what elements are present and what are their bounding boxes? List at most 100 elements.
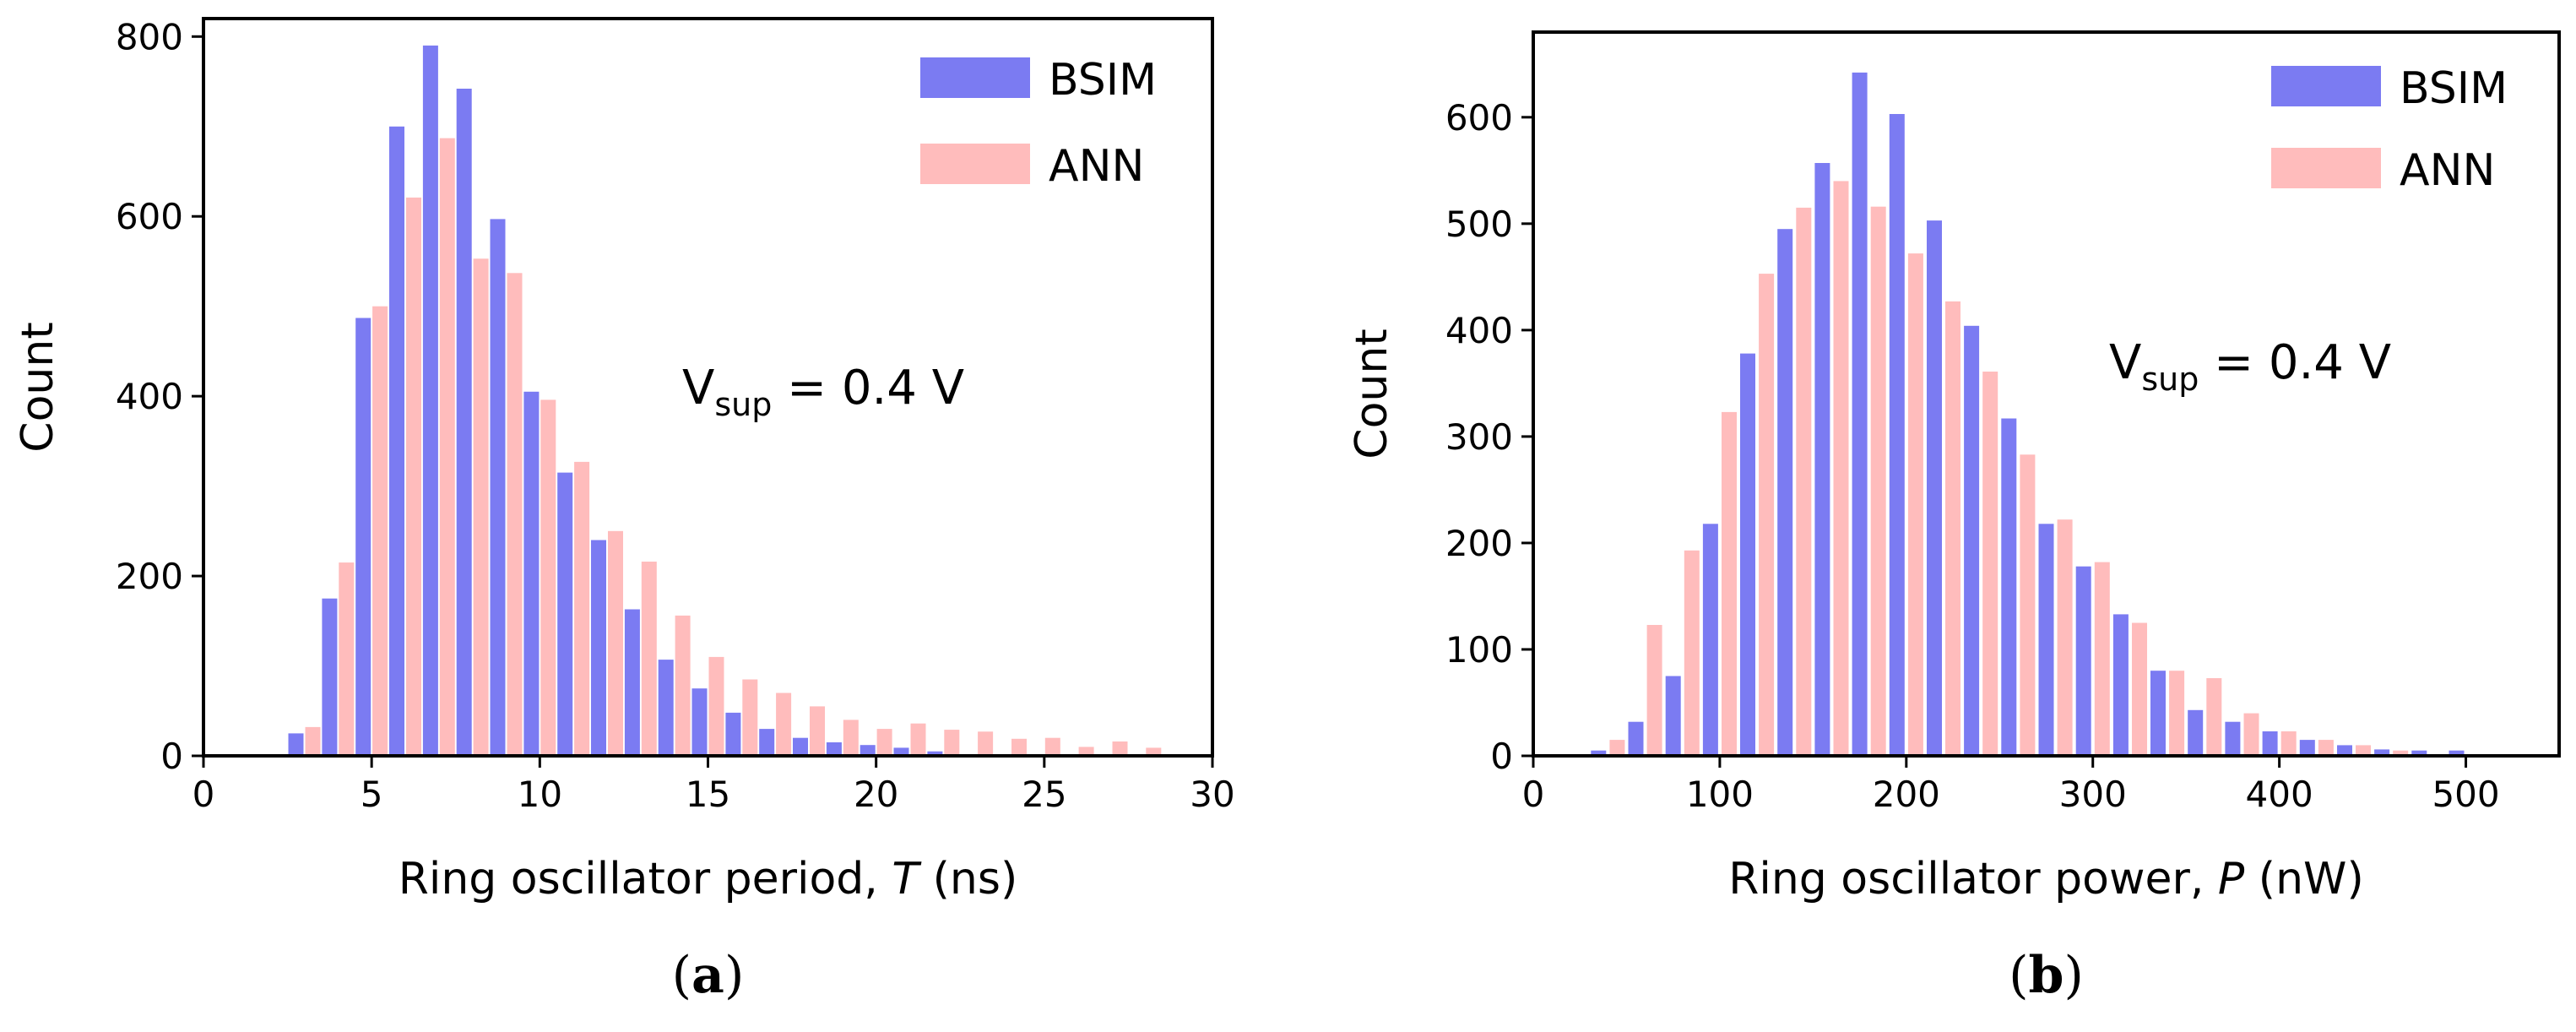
panel-a-bsim-bar xyxy=(523,391,540,756)
panel-b-bsim-bar xyxy=(1591,750,1607,756)
panel-a-ann-bar xyxy=(372,306,388,756)
panel-b-bsim-bar xyxy=(2150,671,2166,756)
panel-b-ann-bar xyxy=(1722,411,1737,756)
panel-a-bsim-bar xyxy=(557,472,573,756)
panel-b-bsim-bar xyxy=(1628,721,1644,756)
panel-a-x-tick-label: 0 xyxy=(193,774,215,815)
panel-a-ann-bar xyxy=(641,562,657,756)
panel-b-ann-bar xyxy=(1982,372,1998,756)
panel-a-ann-bar xyxy=(305,726,321,756)
panel-a-ann-bar xyxy=(439,138,455,757)
panel-a-x-axis-label-var: T xyxy=(892,854,922,904)
panel-b-annotation-sub: sup xyxy=(2141,361,2199,398)
panel-a-bsim-bar xyxy=(490,219,506,756)
panel-b-legend: BSIM ANN xyxy=(2271,63,2508,196)
panel-b-x-tick-label: 300 xyxy=(2059,774,2127,815)
panel-b-bsim-bar xyxy=(1777,229,1793,756)
panel-a-y-tick-label: 0 xyxy=(160,736,183,777)
panel-b-x-tick-label: 400 xyxy=(2246,774,2313,815)
panel-b-y-tick-label: 0 xyxy=(1490,736,1513,777)
panel-a-annotation-main: V xyxy=(682,361,714,416)
panel-b-bsim-bar xyxy=(1964,325,1980,756)
panel-b-bsim-bar xyxy=(2299,740,2315,756)
panel-a-ann-bar xyxy=(910,723,926,756)
panel-b-ann-bar xyxy=(1870,206,1886,756)
panel-b-bsim-bar xyxy=(2374,749,2390,756)
panel-a-bsim-bar xyxy=(322,598,338,756)
panel-b-bsim-bar xyxy=(2075,566,2091,756)
panel-a-bsim-bar xyxy=(389,126,404,757)
panel-b-y-tick-label: 300 xyxy=(1445,416,1513,458)
panel-b-ann-bar xyxy=(1833,181,1849,756)
panel-a-y-axis-label: Count xyxy=(13,322,63,452)
panel-b-ann-bar xyxy=(1609,740,1625,756)
panel-b-ann-bar xyxy=(2169,671,2185,756)
panel-b-bsim-bar xyxy=(1740,353,1755,756)
panel-b-ann-bar xyxy=(2393,750,2409,756)
panel-a-ann-bar xyxy=(473,258,489,756)
panel-b-legend-swatch-ann xyxy=(2271,148,2381,188)
panel-a-letter: (a) xyxy=(672,946,745,1005)
panel-b-y-tick-label: 100 xyxy=(1445,629,1513,671)
panel-a-legend-label-bsim: BSIM xyxy=(1049,55,1157,106)
panel-b-ann-bar xyxy=(1684,550,1700,756)
panel-b-bsim-bar xyxy=(2411,750,2427,756)
panel-b-ann-bar xyxy=(2132,622,2147,756)
panel-b-ann-bar xyxy=(2318,740,2334,756)
panel-a-ann-bar xyxy=(843,720,859,756)
panel-b-axes-frame xyxy=(1532,30,2561,758)
panel-b-ann-bar xyxy=(2280,731,2297,756)
panel-a-x-axis-label: Ring oscillator period, T (ns) xyxy=(399,854,1018,904)
panel-a-bsim-bar xyxy=(725,712,741,756)
panel-b-supply-voltage-annotation: Vsup = 0.4 V xyxy=(2109,335,2391,398)
panel-a-x-tick-label: 25 xyxy=(1022,774,1066,815)
panel-a-bsim-bar xyxy=(691,688,708,756)
panel-a-chart: 0 5 10 15 20 25 30 0 200 400 600 800 Count Ring oscil… xyxy=(13,16,1235,1005)
panel-a-x-axis-label-suffix: (ns) xyxy=(919,854,1017,904)
panel-a-y-tick-label: 200 xyxy=(116,556,183,597)
panel-a-ann-bar xyxy=(608,530,623,756)
panel-a-ann-bar xyxy=(876,729,892,756)
panel-a-ann-bar xyxy=(1112,741,1128,756)
panel-a-ann-bar xyxy=(708,656,724,756)
panel-a-y-tick-label: 600 xyxy=(116,196,183,237)
panel-b-letter-open: ( xyxy=(2009,946,2028,1005)
panel-a-supply-voltage-annotation: Vsup = 0.4 V xyxy=(682,361,964,423)
panel-a-ann-bar xyxy=(507,273,523,756)
panel-b-ann-bar xyxy=(1945,301,1960,756)
panel-a-bsim-bar xyxy=(355,318,371,756)
panel-a-bsim-bar xyxy=(793,737,808,756)
panel-b-x-axis-label-var: P xyxy=(2218,854,2245,904)
panel-a-annotation-rest: = 0.4 V xyxy=(772,361,964,416)
panel-b-bsim-bar xyxy=(2001,418,2017,756)
panel-b-bsim-bar xyxy=(1665,676,1681,756)
panel-a-annotation-sub: sup xyxy=(714,386,772,423)
panel-b-bsim-bar xyxy=(2262,731,2278,756)
panel-a-letter-open: ( xyxy=(672,946,691,1005)
panel-b-bsim-bar xyxy=(2112,614,2129,756)
panel-a-ann-bar xyxy=(776,693,792,756)
panel-b-ann-bar xyxy=(2356,745,2371,756)
panel-b-y-axis-label: Count xyxy=(1347,329,1397,459)
panel-b-bsim-bar xyxy=(2449,750,2465,756)
panel-b-bsim-bar xyxy=(2038,524,2054,756)
panel-b-bsim-bar xyxy=(2225,721,2241,756)
panel-a-ann-bar xyxy=(540,399,556,756)
panel-b-ann-bar xyxy=(2243,713,2259,756)
panel-a-ann-bar xyxy=(978,731,994,756)
panel-b-legend-label-bsim: BSIM xyxy=(2400,63,2508,114)
panel-a-bsim-bar xyxy=(860,745,876,756)
panel-b-bsim-bar xyxy=(1889,114,1905,756)
panel-b-letter-close: ) xyxy=(2064,946,2083,1005)
panel-b-letter: (b) xyxy=(2009,946,2084,1005)
panel-a-ann-bar xyxy=(810,706,825,756)
panel-b-x-axis-label-prefix: Ring oscillator power, xyxy=(1728,854,2218,904)
panel-a-ann-bar xyxy=(406,197,421,756)
panel-b-annotation-main: V xyxy=(2109,335,2141,390)
panel-a-x-tick-label: 10 xyxy=(518,774,562,815)
panel-a-x-axis-label-prefix: Ring oscillator period, xyxy=(399,854,892,904)
panel-a-letter-close: ) xyxy=(724,946,744,1005)
panel-a-ann-bar xyxy=(675,615,691,756)
panel-a-legend-swatch-bsim xyxy=(920,57,1030,98)
